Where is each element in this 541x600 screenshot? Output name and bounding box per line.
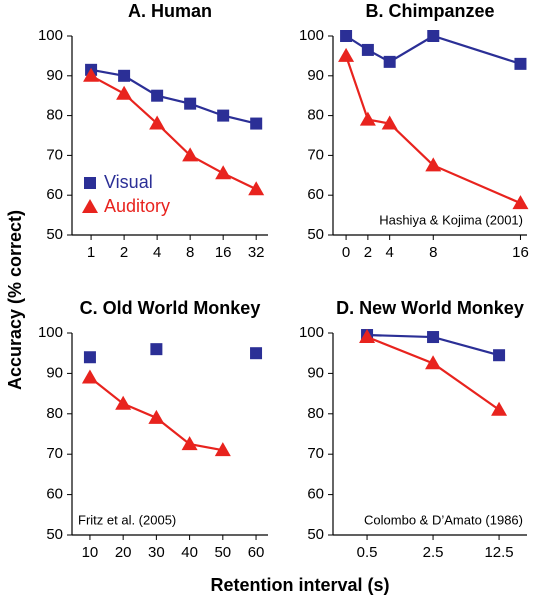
data-point [338,47,355,62]
x-tick-label: 30 [148,544,165,561]
y-tick-label: 90 [46,364,63,381]
legend-label: Visual [104,172,153,192]
data-point [359,111,376,126]
data-point [425,355,442,370]
data-point [150,343,163,356]
panel-title: D. New World Monkey [336,298,524,318]
y-tick-label: 60 [46,186,63,203]
x-tick-label: 2 [364,244,372,261]
x-tick-label: 2.5 [423,544,444,561]
x-tick-label: 60 [248,544,265,561]
data-point [493,349,506,362]
x-tick-label: 20 [115,544,132,561]
y-tick-label: 90 [307,364,324,381]
data-point [115,395,132,410]
y-tick-label: 90 [46,67,63,84]
data-point [512,195,529,210]
x-tick-label: 8 [429,244,437,261]
data-point [381,115,398,130]
data-point [248,181,265,196]
panel-title: B. Chimpanzee [365,1,494,21]
y-tick-label: 100 [299,27,324,44]
annotation: Fritz et al. (2005) [78,512,176,527]
data-point [217,109,230,122]
data-point [118,69,131,82]
x-tick-label: 0.5 [357,544,378,561]
data-point [514,57,527,70]
y-tick-label: 70 [307,445,324,462]
data-point [83,67,100,82]
data-point [491,401,508,416]
x-tick-label: 16 [215,244,232,261]
x-tick-label: 40 [181,544,198,561]
x-tick-label: 16 [512,244,529,261]
data-point [149,115,166,130]
y-tick-label: 100 [299,324,324,341]
y-tick-label: 100 [38,324,63,341]
panel-title: A. Human [128,1,212,21]
y-tick-label: 50 [307,226,324,243]
y-tick-label: 70 [307,146,324,163]
data-point [383,55,396,68]
y-tick-label: 80 [307,405,324,422]
annotation: Hashiya & Kojima (2001) [379,212,523,227]
y-tick-label: 70 [46,445,63,462]
x-axis-label: Retention interval (s) [210,575,389,595]
y-tick-label: 100 [38,27,63,44]
x-tick-label: 4 [386,244,394,261]
data-point [182,147,199,162]
y-tick-label: 60 [307,486,324,503]
x-tick-label: 4 [153,244,161,261]
y-tick-label: 90 [307,67,324,84]
data-point [361,43,374,56]
data-point [215,165,232,180]
x-tick-label: 0 [342,244,350,261]
x-tick-label: 1 [87,244,95,261]
data-point [427,331,440,344]
data-point [340,30,353,42]
y-tick-label: 80 [46,107,63,124]
legend-marker [84,177,96,189]
y-tick-label: 60 [46,486,63,503]
y-tick-label: 50 [46,526,63,543]
y-tick-label: 80 [46,405,63,422]
x-tick-label: 32 [248,244,265,261]
y-tick-label: 70 [46,146,63,163]
data-point [359,329,376,344]
y-tick-label: 50 [46,226,63,243]
panel-title: C. Old World Monkey [80,298,261,318]
data-point [425,157,442,172]
x-tick-label: 50 [214,544,231,561]
data-point [184,97,197,110]
data-point [148,409,165,424]
data-point [250,117,263,130]
data-point [81,369,98,384]
data-point [427,30,440,42]
data-point [83,351,96,364]
y-tick-label: 80 [307,107,324,124]
series-line [90,68,257,125]
x-tick-label: 2 [120,244,128,261]
data-point [116,85,133,100]
data-point [181,436,198,451]
y-tick-label: 50 [307,526,324,543]
y-axis-label: Accuracy (% correct) [5,210,25,390]
y-tick-label: 60 [307,186,324,203]
data-point [250,347,263,360]
x-tick-label: 12.5 [484,544,513,561]
legend-label: Auditory [104,196,170,216]
legend-marker [82,199,98,213]
data-point [151,89,164,102]
series-line [345,55,521,205]
series-line [366,336,500,411]
x-tick-label: 8 [186,244,194,261]
data-point [214,442,231,457]
annotation: Colombo & D’Amato (1986) [364,512,523,527]
x-tick-label: 10 [82,544,99,561]
